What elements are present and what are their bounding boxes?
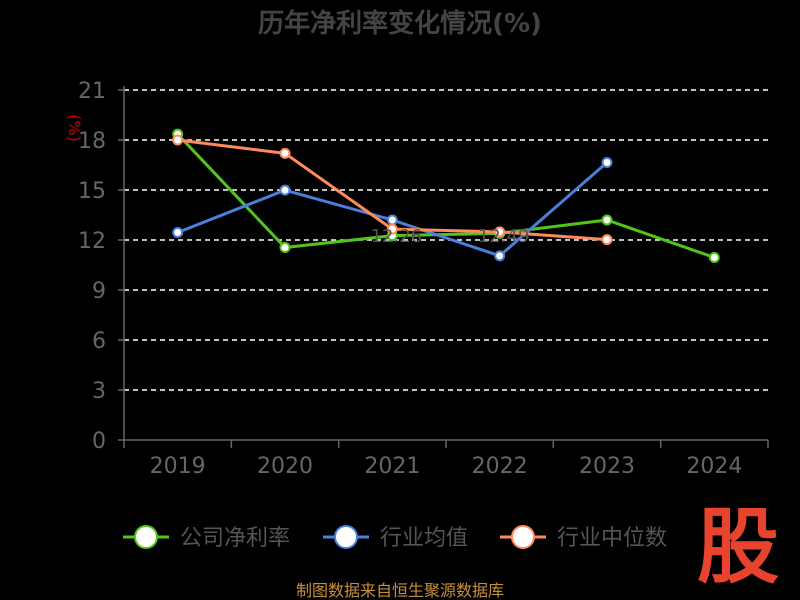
- y-tick-label: 21: [78, 79, 106, 104]
- legend-marker: [511, 525, 535, 549]
- y-axis-label: (%): [65, 114, 84, 142]
- legend-item[interactable]: 公司净利率: [123, 525, 290, 551]
- legend-marker: [134, 525, 158, 549]
- x-tick-label: 2021: [364, 454, 420, 479]
- data-source-footer: 制图数据来自恒生聚源数据库: [296, 581, 504, 600]
- data-annotations: 12.26 12.49: [371, 226, 530, 247]
- grid-lines: [124, 89, 768, 391]
- data-point: [279, 147, 291, 159]
- x-tick-label: 2024: [686, 454, 742, 479]
- y-tick-label: 9: [92, 279, 106, 304]
- legend-item[interactable]: 行业中位数: [500, 525, 667, 551]
- y-tick-label: 12: [78, 229, 106, 254]
- legend[interactable]: 公司净利率 行业均值 行业中位数: [123, 525, 667, 551]
- data-point: [279, 184, 291, 196]
- y-tick-label: 0: [92, 429, 106, 454]
- y-tick-label: 3: [92, 379, 106, 404]
- axes: 0 3 6 9 12 15 18 21 2019 2020 2021 2022 2023 2024: [78, 79, 769, 479]
- legend-item[interactable]: 行业均值: [323, 525, 468, 551]
- x-tick-label: 2020: [257, 454, 313, 479]
- y-tick-label: 15: [78, 179, 106, 204]
- data-point: [172, 134, 184, 146]
- series-1: [172, 128, 720, 263]
- x-tick-label: 2022: [472, 454, 528, 479]
- legend-marker: [334, 525, 358, 549]
- legend-label: 行业中位数: [557, 526, 667, 551]
- legend-label: 行业均值: [380, 526, 468, 551]
- series-line: [176, 133, 715, 259]
- data-point: [386, 223, 398, 235]
- y-tick-label: 6: [92, 329, 106, 354]
- data-point: [386, 214, 398, 226]
- y-tick-label: 18: [78, 129, 106, 154]
- legend-label: 公司净利率: [180, 526, 290, 551]
- data-point: [494, 226, 506, 238]
- x-tick-label: 2019: [150, 454, 206, 479]
- brand-logo-watermark: 股: [697, 500, 779, 595]
- data-point: [279, 242, 291, 253]
- data-point: [708, 252, 720, 263]
- series-lines: [172, 128, 720, 263]
- data-point: [601, 214, 613, 226]
- data-point: [601, 157, 613, 168]
- chart-title: 历年净利率变化情况(%): [258, 8, 542, 39]
- data-label: 12.26: [371, 226, 423, 247]
- data-point: [172, 227, 184, 238]
- series-3: [172, 134, 613, 246]
- data-point: [494, 250, 506, 262]
- data-point: [601, 234, 613, 246]
- data-label: 12.49: [478, 226, 530, 247]
- x-tick-label: 2023: [579, 454, 635, 479]
